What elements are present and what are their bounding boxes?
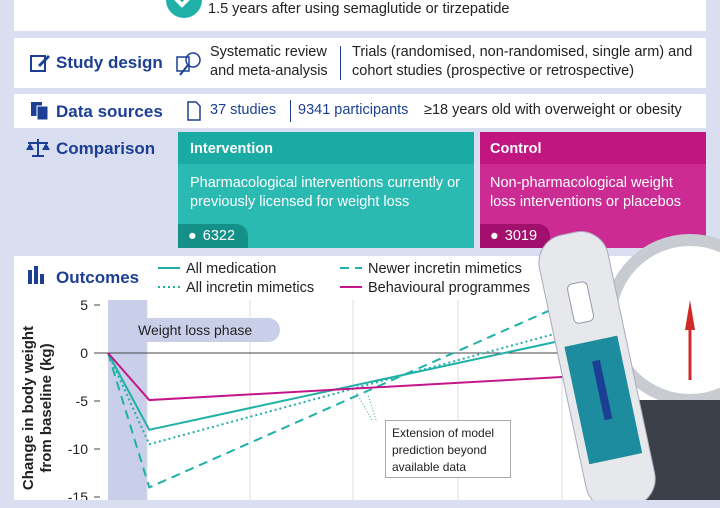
annotation-bubble: [120, 318, 280, 342]
annotation: Weight loss phase: [138, 322, 252, 338]
docs-icon: [31, 102, 49, 121]
pen-icon: [30, 55, 50, 72]
data-sources-label: Data sources: [56, 102, 163, 121]
method: Systematic review and meta-analysis: [210, 44, 328, 79]
participants: 9341 participants: [298, 102, 409, 118]
intervention-title: Intervention: [178, 132, 474, 164]
study-design-panel: Study design Systematic review and meta-…: [14, 38, 706, 88]
annotation-box: Extension of model prediction beyond ava…: [385, 420, 511, 478]
person-icon: ●: [188, 228, 197, 244]
population: ≥18 years old with overweight or obesity: [424, 102, 682, 118]
legend-label: All incretin mimetics: [186, 280, 314, 296]
finding-panel: after stopping treatment with any weight…: [14, 0, 706, 31]
finding-text: after stopping treatment with any weight…: [208, 1, 510, 17]
y-tick-label: 0: [80, 345, 88, 361]
control-n: 3019: [504, 228, 538, 244]
doc-icon: [187, 101, 201, 121]
studies: 37 studies: [210, 102, 277, 118]
y-tick-label: -10: [68, 441, 88, 457]
y-tick-label: -5: [76, 393, 89, 409]
legend-label: Newer incretin mimetics: [368, 261, 522, 277]
illustration: [538, 231, 720, 500]
control-card: Control Non-pharmacological weight loss …: [480, 132, 706, 248]
intervention-description: Pharmacological interventions currently …: [190, 175, 460, 210]
line-series: [107, 304, 563, 489]
annotation-connector: [355, 391, 377, 421]
line-series: [107, 330, 563, 446]
legend-label: All medication: [186, 261, 276, 277]
control-title: Control: [480, 132, 706, 164]
intervention-card: Intervention Pharmacological interventio…: [178, 132, 474, 248]
designs: Trials (randomised, non-randomised, sing…: [352, 44, 693, 79]
divider: [340, 46, 341, 80]
comparison-label: Comparison: [56, 139, 156, 158]
bars-icon: [28, 266, 44, 284]
study-design-label: Study design: [56, 53, 163, 72]
intervention-n: 6322: [202, 228, 236, 244]
y-tick-label: -15: [68, 489, 88, 500]
y-axis-label: Change in body weight from baseline (kg): [20, 325, 55, 491]
legend-label: Behavioural programmes: [368, 280, 530, 296]
line-series: [107, 352, 563, 402]
scale-icon: [26, 139, 50, 157]
search-icon: [176, 52, 201, 76]
control-description: Non-pharmacological weight loss interven…: [490, 175, 682, 210]
divider: [290, 100, 291, 122]
chart-title: Outcomes: [56, 268, 139, 287]
control-count-pill: ● 3019: [480, 224, 550, 248]
person-icon: ●: [490, 228, 499, 244]
data-sources-panel: Data sources 37 studies 9341 participant…: [14, 94, 706, 128]
intervention-count-pill: ● 6322: [178, 224, 248, 248]
y-tick-label: 5: [80, 297, 88, 313]
check-icon: [166, 0, 202, 18]
